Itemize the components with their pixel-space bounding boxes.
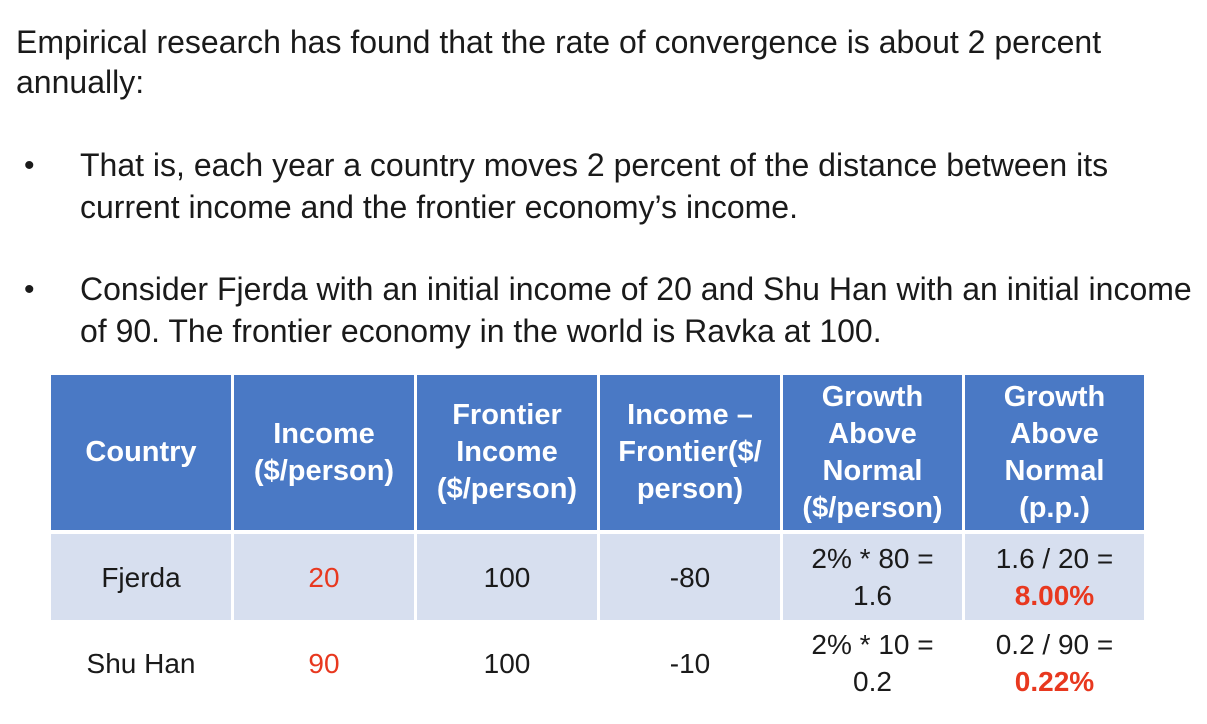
growth-dollars-result: 0.2 (853, 666, 892, 697)
header-income-minus-frontier: Income – Frontier($/ person) (597, 375, 783, 534)
header-growth-dollars: Growth Above Normal ($/person) (780, 375, 965, 534)
growth-pp-formula: 0.2 / 90 = (995, 629, 1114, 660)
header-income: Income ($/person) (231, 375, 417, 534)
cell-frontier-income: 100 (414, 620, 600, 706)
growth-pp-result: 8.00% (1014, 580, 1095, 611)
cell-country: Fjerda (48, 532, 234, 620)
growth-pp-formula: 1.6 / 20 = (995, 543, 1114, 574)
cell-growth-dollars: 2% * 80 = 1.6 (780, 532, 965, 620)
table-row: Fjerda 20 100 -80 2% * 80 = 1.6 1.6 / 20… (48, 532, 1147, 620)
cell-country: Shu Han (48, 620, 234, 706)
table-header-row: Country Income ($/person) Frontier Incom… (48, 375, 1147, 534)
growth-dollars-result: 1.6 (853, 580, 892, 611)
header-country: Country (48, 375, 234, 534)
bullet-text: That is, each year a country moves 2 per… (80, 147, 1109, 225)
cell-frontier-income: 100 (414, 532, 600, 620)
convergence-table: Country Income ($/person) Frontier Incom… (48, 375, 1147, 706)
cell-income: 20 (231, 532, 417, 620)
cell-growth-pp: 0.2 / 90 = 0.22% (962, 620, 1147, 706)
cell-diff: -80 (597, 532, 783, 620)
growth-dollars-formula: 2% * 10 = (811, 629, 934, 660)
bullet-dot-icon: • (24, 273, 35, 306)
bullet-text: Consider Fjerda with an initial income o… (80, 271, 1192, 349)
growth-dollars-formula: 2% * 80 = (811, 543, 934, 574)
bullet-dot-icon: • (24, 149, 35, 182)
table-row: Shu Han 90 100 -10 2% * 10 = 0.2 0.2 / 9… (48, 620, 1147, 706)
header-growth-pp: Growth Above Normal (p.p.) (962, 375, 1147, 534)
cell-growth-pp: 1.6 / 20 = 8.00% (962, 532, 1147, 620)
growth-pp-result: 0.22% (1014, 666, 1095, 697)
header-frontier-income: Frontier Income ($/person) (414, 375, 600, 534)
cell-growth-dollars: 2% * 10 = 0.2 (780, 620, 965, 706)
intro-text: Empirical research has found that the ra… (16, 24, 1102, 100)
cell-income: 90 (231, 620, 417, 706)
cell-diff: -10 (597, 620, 783, 706)
